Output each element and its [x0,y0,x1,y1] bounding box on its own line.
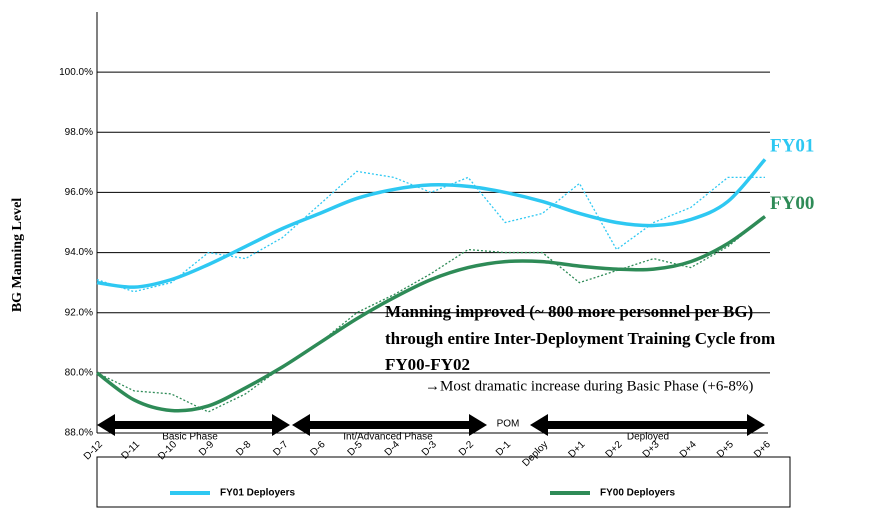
annotation: Manning improved (~ 800 more personnel p… [385,302,753,321]
x-tick-label: D-6 [308,439,327,458]
arrow-head [97,414,115,436]
arrow-head [747,414,765,436]
y-tick-label: 92.0% [65,307,93,318]
y-tick-label: 96.0% [65,187,93,198]
trend-line [96,158,767,289]
y-axis-label: BG Manning Level [10,198,25,312]
y-tick-label: 100.0% [59,67,93,78]
raw-line [96,170,765,293]
y-tick-label: 88.0% [65,428,93,439]
x-tick-label: D-8 [234,439,253,458]
legend-label: FY00 Deployers [600,488,675,499]
phase-label: POM [497,419,520,430]
series-end-label: FY00 [770,193,814,214]
y-tick-label: 94.0% [65,247,93,258]
arrow-head [469,414,487,436]
legend [96,456,791,508]
x-tick-label: D-2 [457,439,476,458]
arrow-head [530,414,548,436]
phase-label: Deployed [627,432,669,443]
phase-arrows [97,414,765,436]
annotation: through entire Inter-Deployment Training… [385,329,775,348]
phase-label: Int/Advanced Phase [343,432,433,443]
trend-line [95,215,767,413]
x-tick-label: D-1 [494,439,513,458]
annotation: FY00-FY02 [385,355,470,374]
y-tick-label: 80.0% [65,367,93,378]
x-tick-label: D-7 [271,439,290,458]
phase-label: Basic Phase [162,432,218,443]
series-end-label: FY01 [770,136,814,157]
y-tick-label: 98.0% [65,127,93,138]
arrow-head [272,414,290,436]
legend-label: FY01 Deployers [220,488,295,499]
arrow-head [292,414,310,436]
annotation: →Most dramatic increase during Basic Pha… [425,378,753,394]
